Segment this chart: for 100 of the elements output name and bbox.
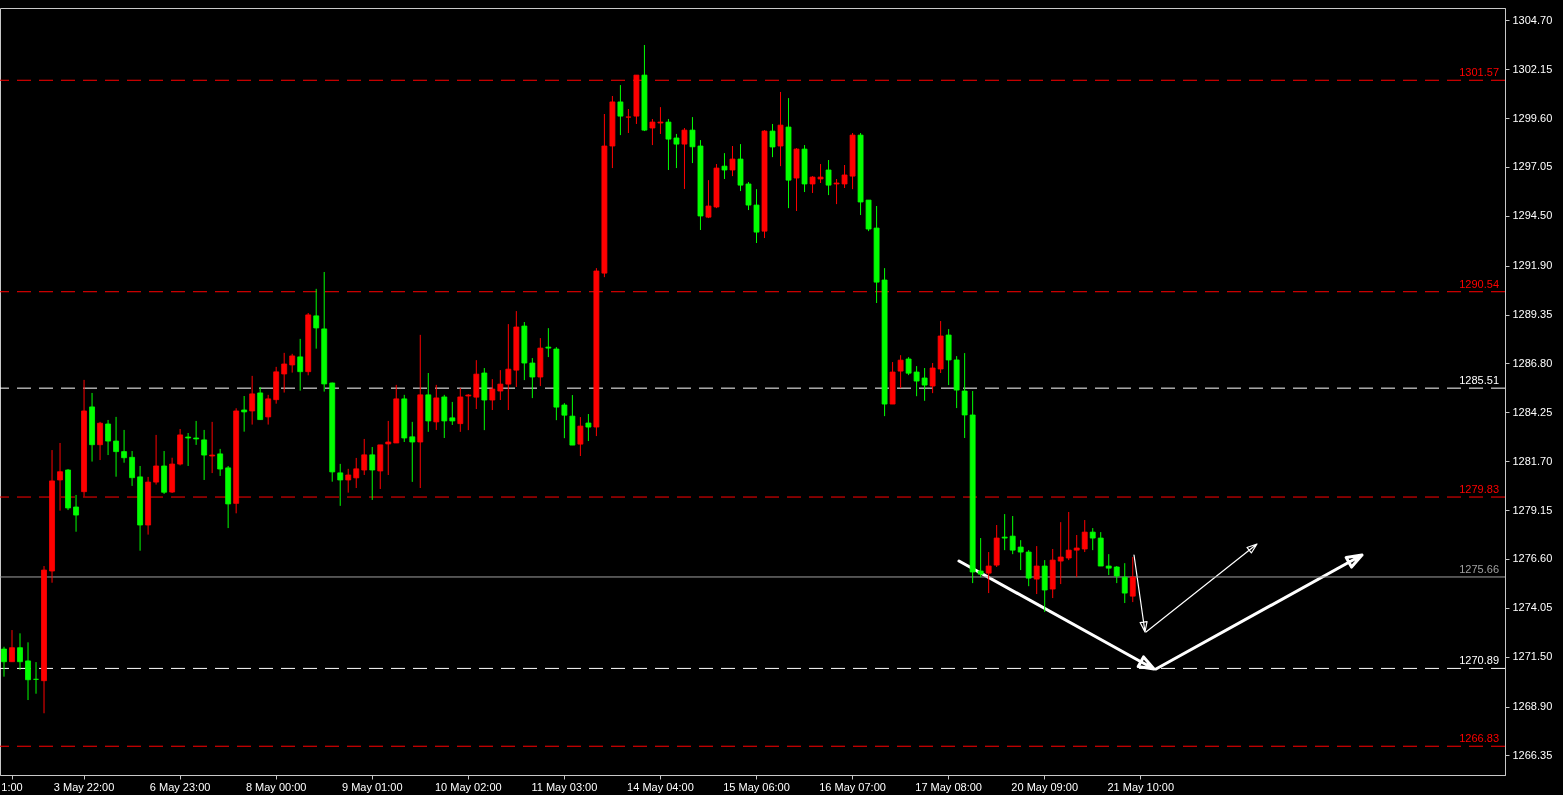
candlestick <box>1009 515 1016 555</box>
candlestick <box>289 353 296 374</box>
y-tick-label: 1268.90 <box>1512 700 1553 713</box>
candlestick <box>465 393 472 431</box>
candlestick <box>441 394 448 439</box>
x-tick-label: 15 May 06:00 <box>723 780 790 793</box>
candlestick <box>1129 556 1136 603</box>
y-tick-label: 1299.60 <box>1512 111 1553 124</box>
ref-line-label: 1285.51 <box>1459 374 1499 387</box>
candlestick <box>353 457 360 489</box>
candlestick <box>985 551 992 594</box>
candlestick <box>209 421 216 474</box>
candlestick <box>409 421 416 483</box>
candlestick <box>1121 562 1128 604</box>
candlestick <box>777 91 784 167</box>
candlestick <box>529 357 536 399</box>
y-tick-label: 1289.35 <box>1512 308 1553 321</box>
candlestick <box>721 152 728 180</box>
x-tick-label: 21 May 10:00 <box>1107 780 1175 793</box>
x-tick-label: 8 May 00:00 <box>245 780 307 793</box>
candlestick <box>1041 559 1048 613</box>
ref-line-label: 1266.83 <box>1459 732 1499 745</box>
y-tick-label: 1271.50 <box>1512 650 1553 663</box>
candlestick <box>617 84 624 136</box>
x-tick-label: 9 May 01:00 <box>341 780 403 793</box>
candlestick <box>1081 519 1088 553</box>
candlestick <box>105 419 111 456</box>
candlestick <box>825 159 832 196</box>
candlestick <box>97 421 103 461</box>
candlestick <box>977 537 984 578</box>
ref-line-label: 1279.83 <box>1459 483 1499 496</box>
y-tick-label: 1276.60 <box>1512 552 1553 565</box>
y-tick-label: 1304.70 <box>1512 13 1553 26</box>
y-tick-label: 1284.25 <box>1512 405 1553 418</box>
candlestick <box>473 359 480 410</box>
y-tick-label: 1274.05 <box>1512 601 1553 614</box>
x-tick-label: 17 May 08:00 <box>915 780 982 793</box>
candlestick <box>449 401 456 426</box>
candlestick <box>361 438 368 476</box>
candlestick <box>281 352 288 394</box>
candlestick <box>9 629 15 663</box>
candlestick <box>1065 511 1072 561</box>
candlestick <box>249 375 256 426</box>
candlestick <box>121 429 127 464</box>
candlestick <box>1017 539 1024 571</box>
x-tick-label: 6 May 23:00 <box>149 780 211 793</box>
y-tick-label: 1266.35 <box>1512 748 1553 761</box>
candlestick <box>345 468 352 494</box>
x-tick-label: 11 May 03:00 <box>531 780 598 793</box>
ref-line-label: 1290.54 <box>1459 277 1499 290</box>
candlestick <box>625 108 632 134</box>
y-tick-label: 1297.05 <box>1512 160 1553 173</box>
candlestick <box>265 394 272 426</box>
y-tick-label: 1294.50 <box>1512 209 1553 222</box>
candlestick <box>1001 513 1008 551</box>
candlestick <box>193 420 200 446</box>
candlestick <box>769 123 776 158</box>
x-tick-label: 14 May 04:00 <box>627 780 694 793</box>
candlestick <box>577 416 584 457</box>
y-tick-label: 1281.70 <box>1512 454 1553 467</box>
candlestick <box>217 448 224 477</box>
candlestick <box>385 420 392 476</box>
candlestick <box>681 127 688 190</box>
candlestick <box>433 384 440 431</box>
ref-line-label: 1301.57 <box>1459 66 1499 79</box>
ref-line-label: 1270.89 <box>1459 654 1499 667</box>
candlestick <box>497 369 504 401</box>
candlestick <box>153 434 159 486</box>
candlestick <box>489 378 496 411</box>
x-tick-label: 1:00 <box>1 780 23 793</box>
candlestick <box>1105 553 1112 576</box>
candlestick <box>585 413 592 442</box>
candlestick <box>201 429 208 481</box>
candlestick <box>185 432 192 467</box>
candlestick <box>505 323 512 411</box>
candlestick <box>73 494 79 533</box>
x-tick-label: 16 May 07:00 <box>819 780 886 793</box>
y-tick-label: 1302.15 <box>1512 62 1553 75</box>
candlestick <box>1073 534 1080 578</box>
candlestick <box>129 450 135 487</box>
candlestick <box>113 416 119 478</box>
candlestick <box>369 446 376 501</box>
candlestick <box>17 632 23 671</box>
x-tick-label: 20 May 09:00 <box>1011 780 1079 793</box>
candlestick <box>1 646 7 678</box>
y-tick-label: 1286.80 <box>1512 356 1553 369</box>
ref-line-label: 1275.66 <box>1459 562 1499 575</box>
candlestick <box>25 641 31 701</box>
candlestick <box>337 463 344 507</box>
x-tick-label: 3 May 22:00 <box>53 780 115 793</box>
y-tick-label: 1279.15 <box>1512 503 1553 516</box>
candlestick <box>729 145 736 177</box>
candlestick <box>1033 545 1040 595</box>
candlestick <box>313 288 320 350</box>
candlestick <box>1057 521 1064 585</box>
candlestick <box>1089 527 1096 551</box>
y-tick-label: 1291.90 <box>1512 259 1553 272</box>
candlestick <box>241 395 248 433</box>
x-tick-label: 10 May 02:00 <box>434 780 502 793</box>
candlestick <box>297 338 304 392</box>
